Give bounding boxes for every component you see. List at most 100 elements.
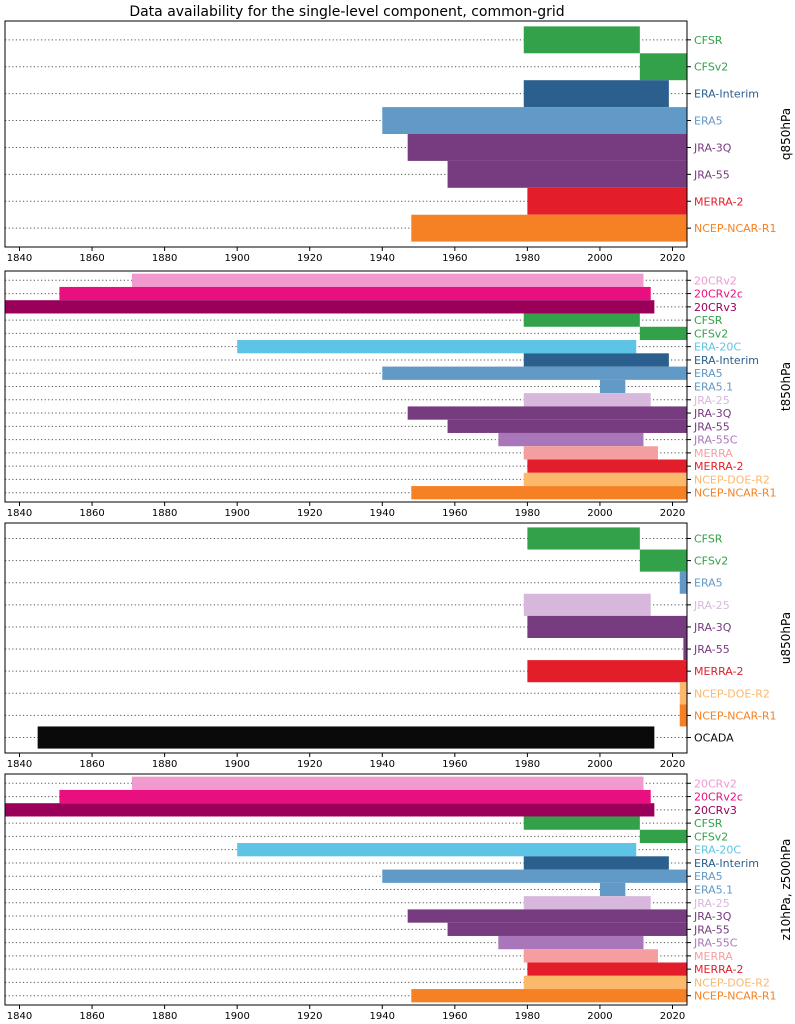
row-label: MERRA [694, 447, 733, 460]
bar-era-20c [237, 843, 637, 857]
panel-1: CFSR CFSv2 ERA-Interim ERA5 JRA-3Q JRA-55 MERR… [4, 20, 793, 264]
bar-ocada [37, 726, 655, 749]
bar-ncep-ncar-r1 [679, 704, 687, 727]
panel-ylabel: z10hPa, z500hPa [779, 839, 793, 941]
row-label: NCEP-NCAR-R1 [694, 222, 776, 235]
bar-jra-25 [523, 896, 651, 910]
row-label: 20CRv2c [694, 791, 743, 804]
x-tick-label: 1920 [297, 1011, 322, 1022]
row-label: JRA-3Q [693, 910, 732, 923]
x-tick-label: 1860 [79, 759, 104, 770]
x-tick-label: 1960 [442, 253, 467, 264]
bar-ncep-doe-r2 [679, 682, 687, 705]
row-label: ERA5.1 [694, 884, 733, 897]
bar-20crv2c [59, 286, 651, 301]
x-tick-label: 1980 [515, 1011, 540, 1022]
axes-frame [4, 20, 688, 248]
bar-era5-1 [599, 882, 626, 897]
bar-jra-55 [447, 160, 687, 188]
row-label: JRA-55 [693, 923, 730, 936]
bar-cfsv2 [639, 549, 687, 572]
bar-era-interim [523, 80, 669, 108]
x-tick-label: 1960 [442, 759, 467, 770]
bar-era-interim [523, 353, 669, 367]
bar-cfsr [523, 313, 640, 327]
row-label: 20CRv2 [694, 274, 737, 287]
bar-jra-25 [523, 393, 651, 407]
bar-20crv3 [5, 803, 655, 817]
row-label: MERRA [694, 950, 733, 963]
bar-era-interim [523, 856, 669, 870]
bar-cfsr [527, 527, 640, 550]
row-label: ERA5.1 [694, 381, 733, 394]
row-label: ERA-Interim [694, 88, 759, 101]
bar-merra-2 [527, 187, 687, 215]
bar-era-20c [237, 340, 637, 354]
row-label: JRA-25 [693, 897, 730, 910]
bar-jra-3q [407, 406, 687, 420]
row-label: ERA5 [694, 367, 723, 380]
bar-20crv2c [59, 789, 651, 804]
bar-cfsr [523, 816, 640, 830]
x-tick-label: 1900 [224, 508, 249, 519]
bar-ncep-doe-r2 [523, 472, 687, 487]
panel-2: 20CRv220CRv2c20CRv3CFSRCFSv2ERA-20CERA-I… [4, 270, 793, 519]
x-tick-label: 1940 [370, 508, 395, 519]
row-label: JRA-25 [693, 599, 730, 612]
x-tick-label: 1900 [224, 1011, 249, 1022]
row-label: JRA-55 [693, 643, 730, 656]
row-label: MERRA-2 [694, 963, 744, 976]
x-tick-label: 1960 [442, 1011, 467, 1022]
bar-jra-55 [447, 922, 687, 936]
x-tick-label: 1860 [79, 253, 104, 264]
x-tick-label: 1840 [7, 253, 32, 264]
bar-jra-55c [498, 935, 644, 950]
row-label: CFSv2 [694, 555, 728, 568]
row-label: ERA-20C [694, 844, 741, 857]
row-label: MERRA-2 [694, 195, 744, 208]
bar-era5 [382, 366, 687, 380]
row-label: NCEP-NCAR-R1 [694, 990, 776, 1003]
row-label: ERA-Interim [694, 354, 759, 367]
bar-era5-1 [599, 379, 626, 394]
x-tick-label: 1920 [297, 759, 322, 770]
x-tick-label: 1840 [7, 759, 32, 770]
bar-20crv2 [131, 776, 644, 790]
row-label: ERA-20C [694, 341, 741, 354]
row-label: OCADA [694, 732, 734, 745]
row-label: ERA5 [694, 577, 723, 590]
x-tick-label: 2000 [587, 759, 612, 770]
row-label: NCEP-DOE-R2 [694, 473, 770, 486]
x-tick-label: 1920 [297, 508, 322, 519]
row-label: 20CRv2c [694, 288, 743, 301]
row-label: CFSR [694, 817, 723, 830]
row-label: JRA-55 [693, 420, 730, 433]
row-label: MERRA-2 [694, 460, 744, 473]
row-label: CFSv2 [694, 327, 728, 340]
bar-merra-2 [527, 459, 687, 473]
bar-jra-55 [683, 638, 687, 661]
row-label: NCEP-DOE-R2 [694, 976, 770, 989]
x-tick-label: 1880 [152, 1011, 177, 1022]
row-label: NCEP-NCAR-R1 [694, 709, 776, 722]
x-tick-label: 1980 [515, 759, 540, 770]
x-tick-label: 1920 [297, 253, 322, 264]
bar-merra [523, 446, 658, 460]
x-tick-label: 2000 [587, 253, 612, 264]
x-tick-label: 1860 [79, 1011, 104, 1022]
x-tick-label: 1980 [515, 253, 540, 264]
x-tick-label: 1940 [370, 253, 395, 264]
row-label: JRA-55C [693, 937, 738, 950]
x-tick-label: 2020 [660, 508, 685, 519]
bar-20crv3 [5, 300, 655, 314]
panel-ylabel: t850hPa [779, 362, 793, 411]
bar-cfsv2 [639, 53, 687, 81]
bar-ncep-ncar-r1 [411, 486, 687, 500]
x-tick-label: 2000 [587, 508, 612, 519]
bar-ncep-doe-r2 [523, 975, 687, 990]
x-tick-label: 1900 [224, 253, 249, 264]
bar-cfsr [523, 26, 640, 54]
row-label: ERA-Interim [694, 857, 759, 870]
x-tick-label: 2000 [587, 1011, 612, 1022]
